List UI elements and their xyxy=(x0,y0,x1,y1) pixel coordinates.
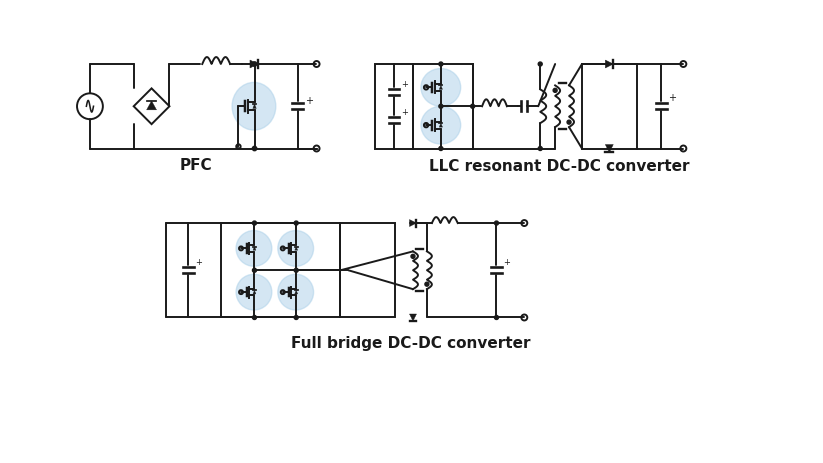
Circle shape xyxy=(538,146,542,150)
Text: +: + xyxy=(504,258,510,267)
Polygon shape xyxy=(439,85,443,89)
Circle shape xyxy=(253,268,257,272)
Bar xyxy=(341,223,395,318)
Circle shape xyxy=(439,62,443,66)
Bar xyxy=(221,223,341,318)
Circle shape xyxy=(411,254,415,258)
Polygon shape xyxy=(146,101,156,110)
Polygon shape xyxy=(606,60,613,68)
Polygon shape xyxy=(606,144,613,152)
Circle shape xyxy=(567,120,571,124)
Polygon shape xyxy=(295,290,298,294)
Circle shape xyxy=(471,104,475,108)
Text: +: + xyxy=(401,81,408,89)
Bar xyxy=(582,64,637,149)
Text: LLC resonant DC-DC converter: LLC resonant DC-DC converter xyxy=(429,159,690,175)
Ellipse shape xyxy=(236,231,272,266)
Circle shape xyxy=(294,221,298,225)
Ellipse shape xyxy=(232,82,276,130)
Ellipse shape xyxy=(278,231,314,266)
Ellipse shape xyxy=(421,106,461,144)
Circle shape xyxy=(538,62,542,66)
Polygon shape xyxy=(253,104,256,108)
Text: +: + xyxy=(195,258,202,267)
Bar xyxy=(413,64,472,149)
Text: +: + xyxy=(401,108,408,117)
Polygon shape xyxy=(439,123,443,127)
Polygon shape xyxy=(253,290,256,294)
Circle shape xyxy=(294,315,298,319)
Bar xyxy=(375,64,413,149)
Text: +: + xyxy=(305,96,313,106)
Text: PFC: PFC xyxy=(180,158,212,174)
Polygon shape xyxy=(253,247,256,250)
Ellipse shape xyxy=(421,69,461,106)
Circle shape xyxy=(553,88,557,92)
Circle shape xyxy=(425,282,429,286)
Ellipse shape xyxy=(278,274,314,310)
Circle shape xyxy=(253,62,257,66)
Circle shape xyxy=(294,268,298,272)
Polygon shape xyxy=(250,60,258,68)
Polygon shape xyxy=(410,219,416,226)
Polygon shape xyxy=(295,247,298,250)
Circle shape xyxy=(253,146,257,150)
Circle shape xyxy=(439,104,443,108)
Circle shape xyxy=(439,146,443,150)
Text: Full bridge DC-DC converter: Full bridge DC-DC converter xyxy=(291,336,531,351)
Circle shape xyxy=(253,221,257,225)
Ellipse shape xyxy=(236,274,272,310)
Text: +: + xyxy=(668,93,677,103)
Circle shape xyxy=(253,315,257,319)
Circle shape xyxy=(495,315,499,319)
Circle shape xyxy=(495,221,499,225)
Polygon shape xyxy=(410,314,416,321)
